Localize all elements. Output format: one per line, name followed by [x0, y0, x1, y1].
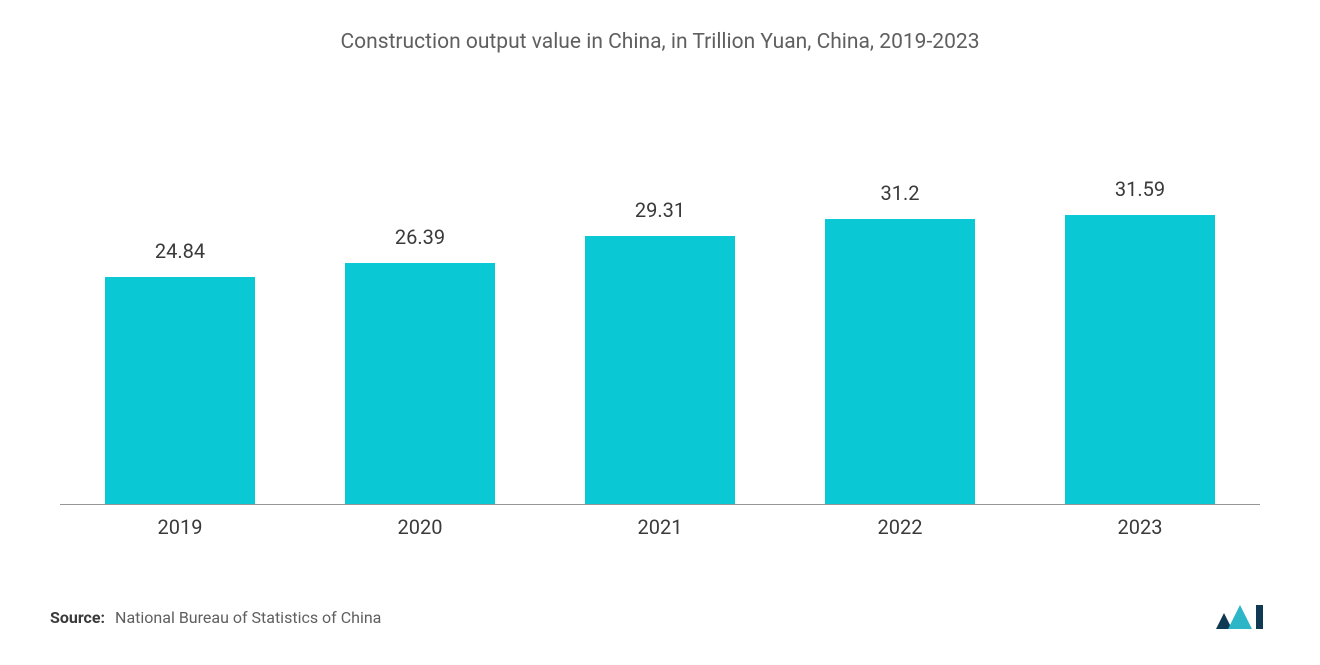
chart-footer: Source: National Bureau of Statistics of… [50, 599, 1270, 645]
bar-value-label: 26.39 [395, 225, 445, 249]
x-axis-category-label: 2023 [1020, 515, 1260, 539]
bar-group: 31.2 [780, 181, 1020, 504]
bar [585, 236, 735, 504]
source-attribution: Source: National Bureau of Statistics of… [50, 608, 381, 627]
x-axis-category-label: 2020 [300, 515, 540, 539]
bar-group: 24.84 [60, 239, 300, 504]
x-axis-category-label: 2019 [60, 515, 300, 539]
bar-group: 29.31 [540, 198, 780, 504]
bar-group: 31.59 [1020, 177, 1260, 504]
chart-container: Construction output value in China, in T… [0, 0, 1320, 665]
chart-title: Construction output value in China, in T… [50, 30, 1270, 54]
bar-group: 26.39 [300, 225, 540, 504]
source-label: Source: [50, 608, 105, 627]
bar [105, 277, 255, 504]
bar [1065, 215, 1215, 504]
bar [345, 263, 495, 504]
chart-plot-area: 24.84 26.39 29.31 31.2 31.59 [50, 134, 1270, 504]
bar-value-label: 29.31 [635, 198, 685, 222]
x-axis-category-label: 2021 [540, 515, 780, 539]
brand-logo [1214, 599, 1270, 635]
bar-value-label: 24.84 [155, 239, 205, 263]
logo-icon [1214, 599, 1270, 635]
source-text: National Bureau of Statistics of China [115, 608, 381, 627]
x-axis-labels: 20192020202120222023 [50, 505, 1270, 539]
x-axis-category-label: 2022 [780, 515, 1020, 539]
bar [825, 219, 975, 504]
bar-value-label: 31.59 [1115, 177, 1165, 201]
bar-value-label: 31.2 [881, 181, 920, 205]
